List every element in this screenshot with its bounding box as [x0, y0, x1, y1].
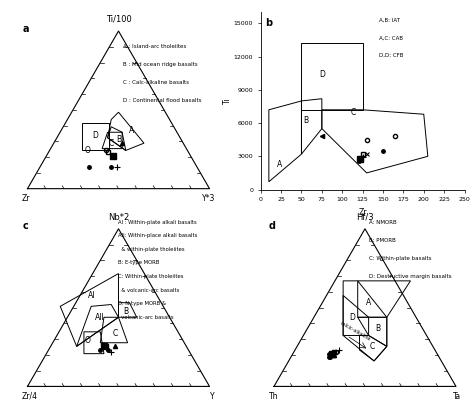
Text: Y: Y — [210, 392, 215, 401]
Text: D: D — [92, 131, 98, 140]
Text: C: Within-plate tholeiites: C: Within-plate tholeiites — [118, 274, 184, 279]
Text: calcic-alkaline: calcic-alkaline — [340, 321, 372, 342]
X-axis label: Zr: Zr — [358, 208, 367, 217]
Text: D,D: CFB: D,D: CFB — [379, 53, 403, 58]
Text: C: C — [112, 329, 118, 338]
Text: C: C — [109, 139, 114, 147]
Text: B: B — [303, 116, 308, 125]
Text: b: b — [265, 18, 272, 28]
Text: Ta: Ta — [453, 392, 462, 401]
Text: A: A — [128, 126, 134, 135]
Text: & within-plate tholeiites: & within-plate tholeiites — [118, 247, 185, 252]
Text: AII: Within-place alkali basalts: AII: Within-place alkali basalts — [118, 233, 198, 238]
Text: C : Calc-alkaline basalts: C : Calc-alkaline basalts — [122, 80, 189, 85]
Text: Th: Th — [268, 392, 278, 401]
Text: D: D — [349, 313, 355, 322]
Text: A: A — [366, 298, 371, 307]
Text: d: d — [269, 222, 276, 232]
Text: & volcanic-arc basalts: & volcanic-arc basalts — [118, 288, 180, 293]
Text: A: NMORB: A: NMORB — [369, 220, 397, 225]
Text: C: C — [350, 108, 356, 117]
Text: Ti/100: Ti/100 — [106, 15, 131, 24]
Text: a: a — [22, 24, 29, 34]
Text: D : Continental flood basalts: D : Continental flood basalts — [122, 98, 201, 103]
Text: B: B — [375, 324, 380, 332]
Text: A,B: IAT: A,B: IAT — [379, 18, 400, 23]
Text: O: N-type MORB &: O: N-type MORB & — [118, 301, 166, 306]
Text: B : Mid ocean ridge basalts: B : Mid ocean ridge basalts — [122, 62, 197, 67]
Text: Zr/4: Zr/4 — [22, 392, 38, 401]
Text: O: O — [85, 146, 91, 155]
Y-axis label: Ti: Ti — [223, 98, 232, 104]
Text: B: E-type MORB: B: E-type MORB — [118, 260, 160, 265]
Text: AI : Within-plate alkali basalts: AI : Within-plate alkali basalts — [118, 220, 197, 225]
Text: D: Destructive margin basalts: D: Destructive margin basalts — [369, 274, 451, 279]
Text: A : Island-arc tholeiites: A : Island-arc tholeiites — [122, 44, 186, 49]
Text: A,C: CAB: A,C: CAB — [379, 35, 403, 40]
Text: C: C — [370, 342, 375, 351]
Text: B: B — [116, 135, 121, 144]
Text: Zr: Zr — [22, 194, 30, 203]
Text: B: B — [123, 307, 128, 316]
Text: B: PMORB: B: PMORB — [369, 238, 396, 243]
Text: C: Within-plate basalts: C: Within-plate basalts — [369, 256, 431, 261]
Text: volcanic-arc basalts: volcanic-arc basalts — [118, 315, 174, 320]
Text: D: D — [319, 70, 325, 79]
Text: A: A — [277, 160, 282, 169]
Text: O: O — [85, 337, 91, 345]
Text: Hf/3: Hf/3 — [356, 213, 374, 222]
Text: AI: AI — [87, 291, 95, 300]
Text: Nb*2: Nb*2 — [108, 213, 129, 222]
Text: AII: AII — [95, 313, 105, 322]
Text: Y*3: Y*3 — [201, 194, 215, 203]
Text: c: c — [22, 222, 28, 232]
